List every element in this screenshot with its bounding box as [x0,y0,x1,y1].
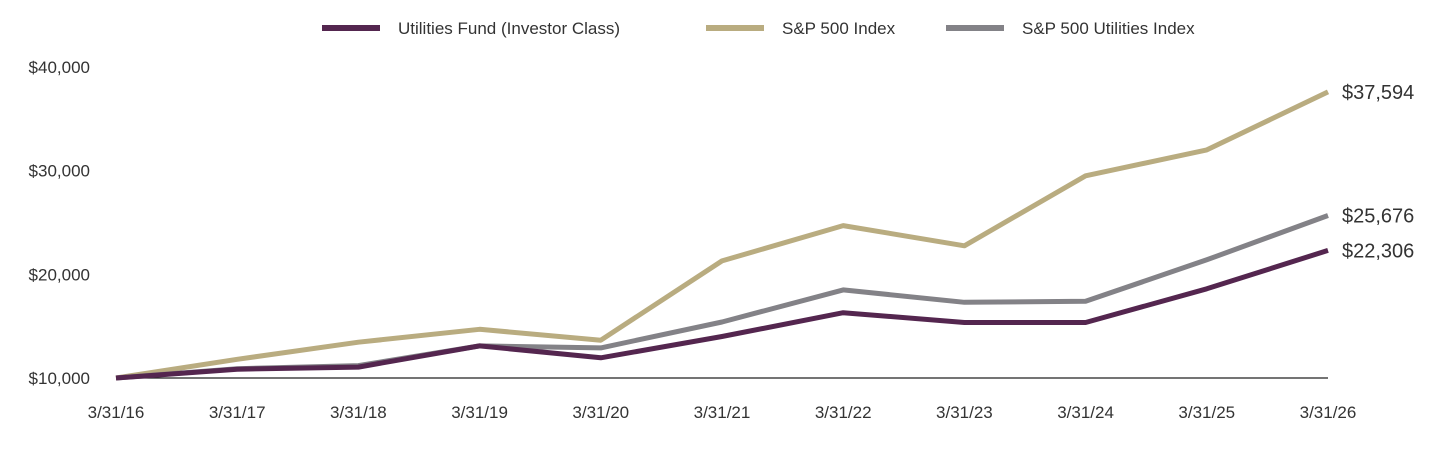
x-tick-label: 3/31/21 [694,403,751,422]
legend-label: S&P 500 Utilities Index [1022,19,1195,38]
end-value-label: $22,306 [1342,240,1414,262]
x-tick-label: 3/31/20 [572,403,629,422]
legend: Utilities Fund (Investor Class) S&P 500 I… [322,19,1195,38]
legend-label: Utilities Fund (Investor Class) [398,19,620,38]
legend-item: S&P 500 Utilities Index [946,19,1195,38]
series-line [115,89,1330,381]
series-lines [115,89,1330,381]
x-tick-label: 3/31/23 [936,403,993,422]
y-tick-label: $10,000 [29,369,90,388]
x-tick-label: 3/31/22 [815,403,872,422]
y-tick-label: $40,000 [29,58,90,77]
series-line [115,248,1329,381]
legend-item: Utilities Fund (Investor Class) [322,19,620,38]
y-tick-label: $20,000 [29,265,90,284]
series-line [115,213,1329,381]
end-value-label: $37,594 [1342,82,1414,104]
axes: $10,000 $20,000 $30,000 $40,000 3/31/16 3/31/… [29,58,1357,422]
x-tick-label: 3/31/25 [1178,403,1235,422]
end-value-label: $25,676 [1342,205,1414,227]
x-tick-label: 3/31/16 [88,403,145,422]
end-labels: $22,306 $37,594 $25,676 [1342,82,1414,262]
y-tick-label: $30,000 [29,162,90,181]
x-tick-label: 3/31/18 [330,403,387,422]
x-tick-label: 3/31/17 [209,403,266,422]
x-tick-label: 3/31/24 [1057,403,1114,422]
legend-item: S&P 500 Index [706,19,896,38]
x-tick-label: 3/31/19 [451,403,508,422]
legend-label: S&P 500 Index [782,19,896,38]
x-tick-label: 3/31/26 [1300,403,1357,422]
